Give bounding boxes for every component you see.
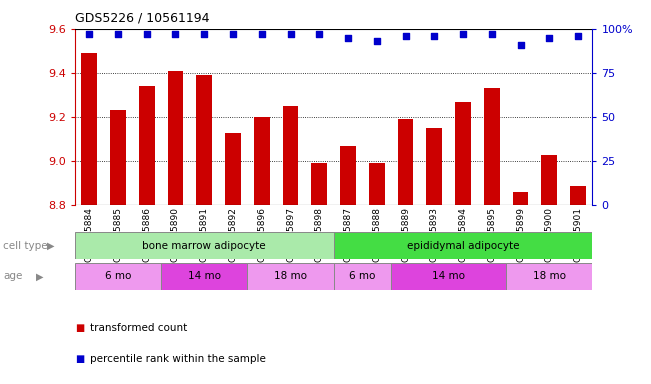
Text: GDS5226 / 10561194: GDS5226 / 10561194 <box>75 12 210 25</box>
Bar <box>484 88 500 205</box>
Point <box>486 31 497 37</box>
Text: 6 mo: 6 mo <box>105 271 132 281</box>
Bar <box>512 192 529 205</box>
Bar <box>333 232 592 259</box>
Text: transformed count: transformed count <box>90 323 187 333</box>
Text: ▶: ▶ <box>36 271 44 281</box>
Bar <box>506 263 592 290</box>
Bar <box>197 75 212 205</box>
Bar <box>340 146 356 205</box>
Text: cell type: cell type <box>3 241 48 251</box>
Bar <box>139 86 155 205</box>
Text: bone marrow adipocyte: bone marrow adipocyte <box>143 241 266 251</box>
Point <box>573 33 583 39</box>
Bar <box>110 111 126 205</box>
Text: ■: ■ <box>75 323 84 333</box>
Bar <box>254 117 270 205</box>
Point <box>400 33 411 39</box>
Point <box>171 31 181 37</box>
Point <box>141 31 152 37</box>
Point <box>372 38 382 44</box>
Point <box>285 31 296 37</box>
Text: 14 mo: 14 mo <box>187 271 221 281</box>
Text: 14 mo: 14 mo <box>432 271 465 281</box>
Bar <box>75 263 161 290</box>
Point <box>458 31 468 37</box>
Text: ▶: ▶ <box>47 241 55 251</box>
Bar <box>167 71 184 205</box>
Bar <box>369 164 385 205</box>
Bar <box>247 263 333 290</box>
Bar <box>333 263 391 290</box>
Bar <box>75 232 333 259</box>
Bar <box>311 164 327 205</box>
Text: ■: ■ <box>75 354 84 364</box>
Bar <box>161 263 247 290</box>
Text: 18 mo: 18 mo <box>274 271 307 281</box>
Bar <box>391 263 506 290</box>
Bar <box>570 185 586 205</box>
Point <box>113 31 123 37</box>
Text: 18 mo: 18 mo <box>533 271 566 281</box>
Point <box>199 31 210 37</box>
Point <box>84 31 94 37</box>
Bar <box>283 106 298 205</box>
Point <box>544 35 555 41</box>
Point <box>429 33 439 39</box>
Bar <box>455 102 471 205</box>
Bar <box>398 119 413 205</box>
Text: epididymal adipocyte: epididymal adipocyte <box>407 241 519 251</box>
Point <box>256 31 267 37</box>
Text: age: age <box>3 271 23 281</box>
Point <box>343 35 353 41</box>
Bar <box>81 53 97 205</box>
Point <box>314 31 324 37</box>
Point <box>228 31 238 37</box>
Bar <box>542 155 557 205</box>
Text: percentile rank within the sample: percentile rank within the sample <box>90 354 266 364</box>
Text: 6 mo: 6 mo <box>349 271 376 281</box>
Bar <box>426 128 442 205</box>
Point <box>516 41 526 48</box>
Bar <box>225 132 241 205</box>
